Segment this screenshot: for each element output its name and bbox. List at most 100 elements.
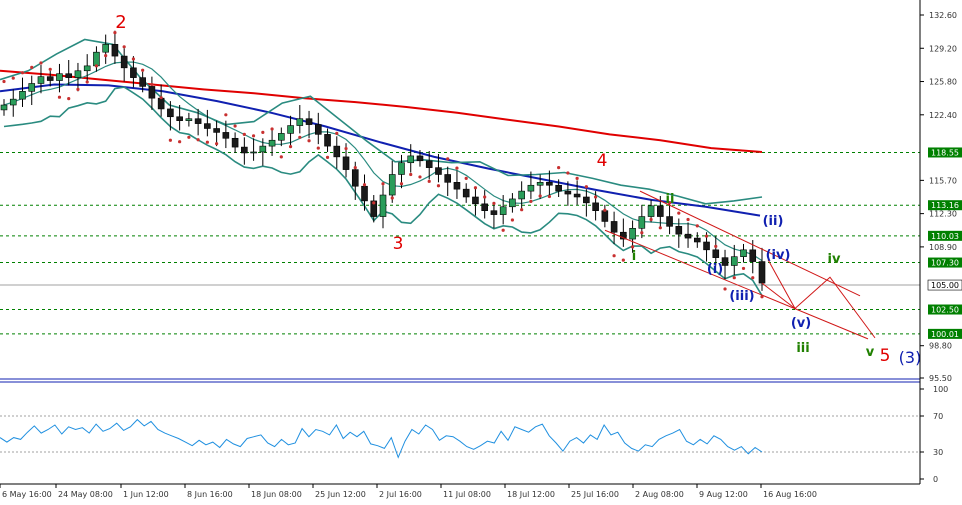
current-price-tag <box>927 279 962 291</box>
sar-dot <box>741 266 746 271</box>
sar-dot <box>538 194 542 198</box>
candle-body <box>693 237 701 243</box>
sar-dot <box>168 138 172 142</box>
candle-body <box>573 193 581 198</box>
time-axis: 6 May 16:00 24 May 08:00 1 Jun 12:00 8 Jun … <box>0 484 817 499</box>
sar-dot <box>603 208 607 212</box>
price-tick-label: 115.70 <box>929 176 957 185</box>
candle-body <box>167 108 174 118</box>
sar-dot <box>159 96 163 100</box>
wave-label-6: i <box>632 249 636 264</box>
sar-dot <box>215 142 219 146</box>
sar-dot <box>270 127 274 131</box>
sar-dot <box>11 76 15 80</box>
sar-dot <box>57 95 62 99</box>
candle-body <box>250 151 257 154</box>
wave-label-14: (iv) <box>766 248 791 263</box>
candle-body <box>213 128 220 133</box>
candle-body <box>46 76 54 81</box>
candle-body <box>453 182 461 190</box>
candle-body <box>730 256 738 266</box>
sar-dot <box>686 217 690 222</box>
wave-label-4: 5 <box>880 346 891 366</box>
candle-body <box>546 182 553 186</box>
wave-label-10: v <box>866 345 875 360</box>
candle-body <box>148 86 156 99</box>
sar-dot <box>242 132 246 136</box>
candle-body <box>638 216 646 229</box>
candle-body <box>0 104 8 111</box>
candle-body <box>499 206 507 215</box>
candle-body <box>324 134 331 147</box>
channel-upper-line <box>639 190 861 297</box>
candle-body <box>176 116 183 121</box>
sar-dot <box>751 276 755 280</box>
level-price-label: 110.03 <box>931 232 959 241</box>
sar-dot <box>473 186 478 190</box>
sar-dot <box>390 196 394 200</box>
sar-dot <box>723 287 727 291</box>
candle-body <box>120 55 128 69</box>
level-price-label: 113.16 <box>931 201 959 210</box>
oscillator-tick-label: 100 <box>933 385 948 394</box>
price-tick-label: 112.30 <box>929 210 957 219</box>
candle-body <box>444 174 452 183</box>
price-tick-label: 122.40 <box>929 111 957 120</box>
candle-body <box>462 188 470 198</box>
candle-body <box>435 167 442 175</box>
candle-body <box>592 202 599 211</box>
sar-dot <box>316 146 320 150</box>
sar-dot <box>621 258 625 262</box>
sar-dot <box>94 64 99 68</box>
candle-body <box>222 132 230 139</box>
sar-dot <box>30 65 34 69</box>
sar-dot <box>520 208 524 212</box>
candle-body <box>93 51 100 67</box>
candle-body <box>647 205 655 217</box>
wave-label-15: (v) <box>791 316 811 331</box>
candle-body <box>28 83 36 92</box>
candle-body <box>130 67 137 78</box>
candle-body <box>721 257 729 266</box>
sar-dot <box>510 218 515 222</box>
candle-body <box>185 118 193 121</box>
time-tick-label: 24 May 08:00 <box>58 490 113 499</box>
price-tick-label: 129.20 <box>929 44 957 53</box>
sar-dot <box>640 231 644 235</box>
sar-dot <box>205 140 209 144</box>
candle-body <box>296 118 304 126</box>
candle-body <box>388 174 396 196</box>
sar-dot <box>353 166 357 170</box>
sar-dot <box>501 228 505 232</box>
sar-dot <box>483 195 487 199</box>
sar-dot <box>178 140 182 144</box>
candle-body <box>314 124 322 135</box>
oscillator-panel <box>0 415 920 459</box>
level-price-tag <box>928 304 962 315</box>
sar-dot <box>575 176 579 180</box>
sar-dot <box>104 54 108 58</box>
candle-body <box>740 249 747 257</box>
candle-body <box>712 249 720 258</box>
sar-dot <box>704 234 709 238</box>
wave-label-12: (ii) <box>763 214 784 229</box>
time-tick-label: 2 Jul 16:00 <box>379 490 422 499</box>
time-tick-label: 11 Jul 08:00 <box>443 490 491 499</box>
sar-dot <box>307 139 311 143</box>
sar-dot <box>399 182 404 186</box>
candle-body <box>472 196 479 205</box>
sar-dot <box>39 61 43 65</box>
candle-body <box>19 91 26 100</box>
sar-dot <box>362 183 367 187</box>
sar-dot <box>187 135 191 139</box>
sar-dot <box>492 201 496 205</box>
sar-dot <box>584 185 588 189</box>
price-tick-label: 108.90 <box>929 243 957 252</box>
sar-dot <box>279 155 283 159</box>
sar-dot <box>649 217 653 222</box>
sar-dot <box>464 176 468 180</box>
sar-dot <box>76 87 80 91</box>
candle-body <box>536 182 544 186</box>
candle-body <box>407 155 415 164</box>
